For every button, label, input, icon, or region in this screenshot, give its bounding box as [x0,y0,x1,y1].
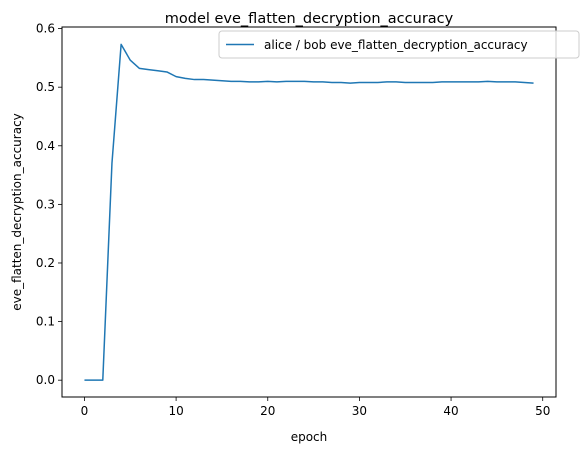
x-tick-label: 0 [81,404,89,418]
x-tick-label: 30 [352,404,367,418]
y-tick-label: 0.4 [36,139,55,153]
x-tick-label: 40 [443,404,458,418]
x-axis-label: epoch [291,430,328,444]
y-axis-ticks: 0.0 0.1 0.2 0.3 0.4 0.5 0.6 [36,22,62,387]
legend: alice / bob eve_flatten_decryption_accur… [218,30,580,59]
legend-box [218,30,580,59]
x-tick-label: 50 [535,404,550,418]
x-tick-label: 20 [260,404,275,418]
y-tick-label: 0.0 [36,373,55,387]
plot-marks [84,43,534,381]
y-tick-label: 0.6 [36,22,55,36]
plot-area-frame [61,26,557,398]
series-line-0 [84,43,534,381]
x-axis-ticks: 0 10 20 30 40 50 [81,397,550,418]
y-axis-label: eve_flatten_decryption_accuracy [10,113,24,311]
x-tick-label: 10 [168,404,183,418]
y-tick-label: 0.2 [36,256,55,270]
chart-title: model eve_flatten_decryption_accuracy [165,11,454,27]
legend-label: alice / bob eve_flatten_decryption_accur… [264,38,528,52]
y-tick-label: 0.5 [36,80,55,94]
y-tick-label: 0.3 [36,197,55,211]
y-tick-label: 0.1 [36,315,55,329]
